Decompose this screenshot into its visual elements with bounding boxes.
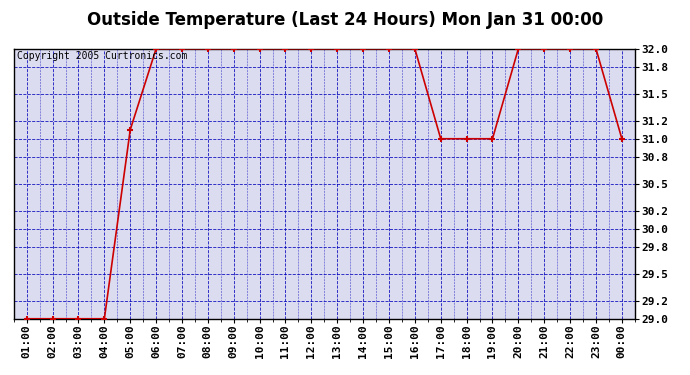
- Text: Outside Temperature (Last 24 Hours) Mon Jan 31 00:00: Outside Temperature (Last 24 Hours) Mon …: [87, 11, 603, 29]
- Text: Copyright 2005 Curtronics.com: Copyright 2005 Curtronics.com: [17, 51, 187, 62]
